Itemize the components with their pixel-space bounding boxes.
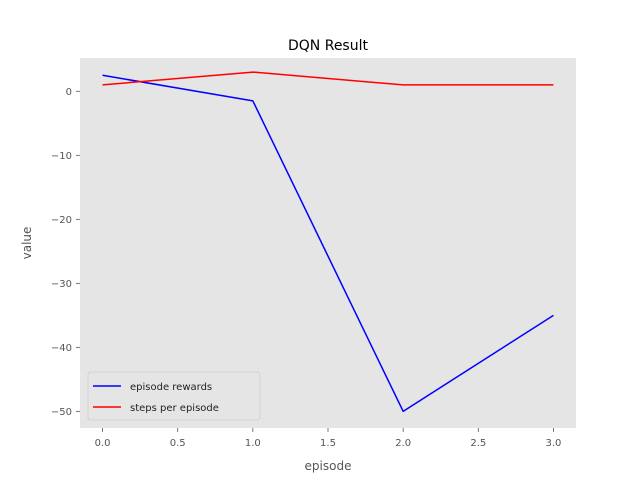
y-tick-label: 0	[66, 87, 72, 98]
chart-title: DQN Result	[288, 38, 368, 54]
y-axis-label: value	[20, 227, 34, 260]
plot-area	[80, 58, 576, 428]
legend-box	[87, 371, 261, 421]
y-tick-label: −10	[51, 151, 72, 162]
series-line-steps-per-episode	[102, 71, 554, 86]
x-tick-label: 2.5	[470, 438, 486, 449]
x-tick-label: 1.0	[245, 438, 261, 449]
series-lines	[102, 71, 554, 413]
y-axis-ticks: 0 −10 −20 −30 −40 −50	[51, 87, 80, 418]
x-tick-label: 0.5	[170, 438, 186, 449]
series-line-episode-rewards	[102, 74, 554, 413]
x-axis-ticks: 0.0 0.5 1.0 1.5 2.0 2.5 3.0	[95, 428, 562, 449]
y-tick-label: −20	[51, 215, 72, 226]
x-axis-label: episode	[305, 459, 352, 473]
legend-label: episode rewards	[130, 382, 212, 393]
x-tick-label: 2.0	[395, 438, 411, 449]
y-tick-label: −40	[51, 343, 72, 354]
y-tick-label: −30	[51, 279, 72, 290]
x-tick-label: 0.0	[95, 438, 111, 449]
x-tick-label: 3.0	[546, 438, 562, 449]
legend-label: steps per episode	[130, 403, 219, 414]
legend: episode rewards steps per episode	[87, 371, 261, 421]
y-tick-label: −50	[51, 407, 72, 418]
x-tick-label: 1.5	[320, 438, 336, 449]
